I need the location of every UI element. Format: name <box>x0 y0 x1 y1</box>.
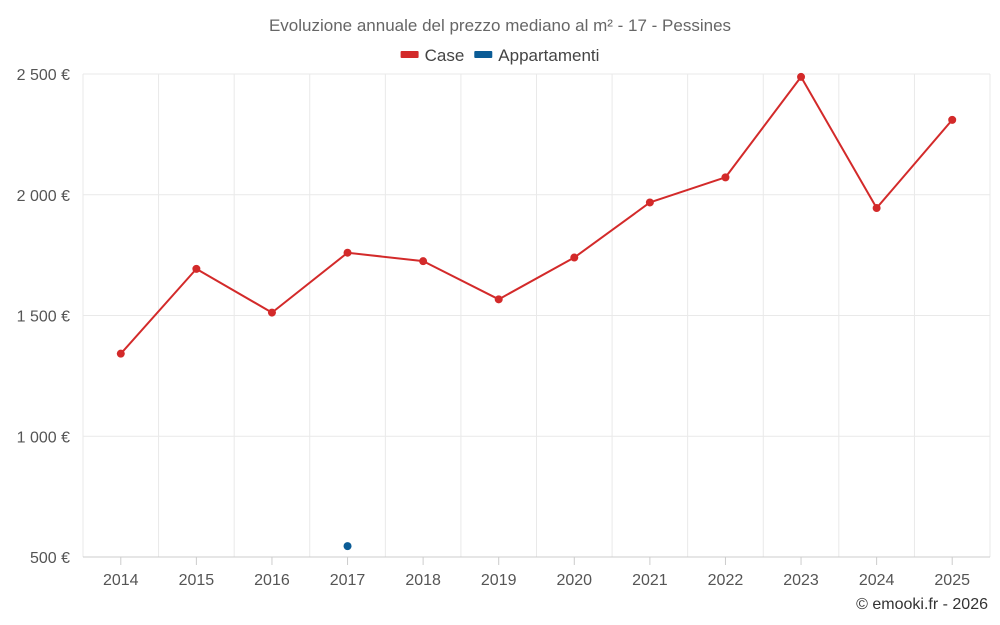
y-tick-label: 2 500 € <box>17 67 70 84</box>
x-tick-label: 2022 <box>708 572 744 589</box>
data-point-case <box>948 115 957 124</box>
data-point-case <box>721 173 730 182</box>
series-line-case <box>120 75 953 355</box>
legend-item-appartamenti: Appartamenti <box>474 46 599 65</box>
legend: Case Appartamenti <box>400 46 599 65</box>
data-point-case <box>645 198 654 207</box>
y-tick-label: 1 000 € <box>17 429 70 446</box>
data-point-case <box>570 253 579 262</box>
data-point-appartamenti <box>343 542 352 551</box>
grid <box>82 73 991 557</box>
legend-item-case: Case <box>400 46 465 65</box>
legend-label: Case <box>425 46 465 65</box>
data-point-case <box>419 257 428 266</box>
chart-title: Evoluzione annuale del prezzo mediano al… <box>269 16 731 35</box>
data-point-case <box>872 204 881 213</box>
x-tick-label: 2024 <box>859 572 895 589</box>
legend-swatch <box>400 51 419 58</box>
y-tick-label: 1 500 € <box>17 309 70 326</box>
y-tick-label: 2 000 € <box>17 188 70 205</box>
x-tick-label: 2019 <box>481 572 517 589</box>
series <box>116 72 957 551</box>
data-point-case <box>267 308 276 317</box>
data-point-case <box>116 349 125 358</box>
x-tick-label: 2020 <box>556 572 592 589</box>
axes: 500 € 1 000 € 1 500 € 2 000 € 2 500 € 2014 201… <box>17 67 990 589</box>
x-tick-label: 2015 <box>179 572 215 589</box>
x-tick-label: 2023 <box>783 572 819 589</box>
data-point-case <box>797 72 806 81</box>
legend-label: Appartamenti <box>498 46 599 65</box>
x-tick-label: 2016 <box>254 572 290 589</box>
data-point-case <box>343 248 352 257</box>
x-tick-label: 2018 <box>405 572 441 589</box>
legend-swatch <box>474 51 493 58</box>
y-tick-label: 500 € <box>30 550 70 567</box>
data-point-case <box>494 295 503 304</box>
x-tick-label: 2025 <box>934 572 970 589</box>
data-point-case <box>192 264 201 273</box>
credit-text: © emooki.fr - 2026 <box>856 596 988 613</box>
x-tick-label: 2014 <box>103 572 139 589</box>
x-tick-label: 2017 <box>330 572 366 589</box>
x-tick-label: 2021 <box>632 572 668 589</box>
